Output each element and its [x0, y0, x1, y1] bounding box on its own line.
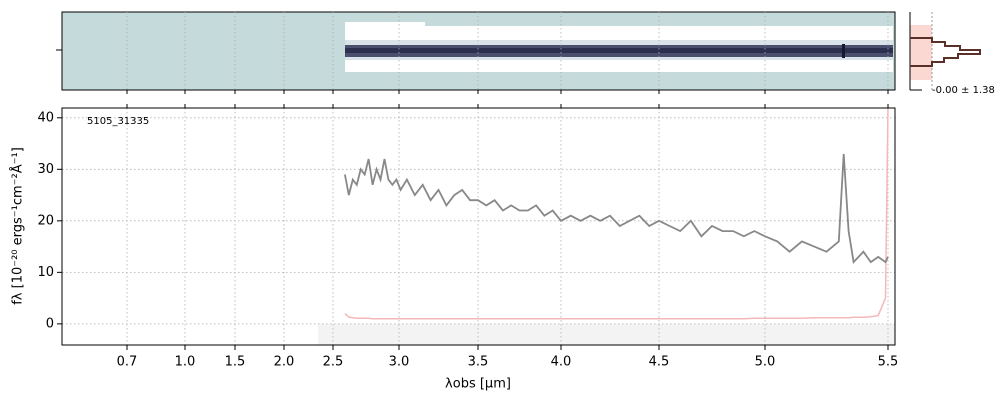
x-tick-label: 2.0 [274, 355, 295, 370]
y-tick-label: 30 [37, 162, 54, 177]
shade [318, 324, 895, 345]
y-tick-label: 40 [37, 110, 54, 125]
y-tick-label: 20 [37, 213, 54, 228]
x-tick-label: 4.5 [649, 355, 670, 370]
frame [61, 107, 896, 346]
x-tick-label: 3.0 [389, 355, 410, 370]
flux-line [344, 153, 889, 265]
x-tick-label: 1.5 [225, 355, 246, 370]
error-line [344, 107, 889, 320]
annotation: 5105_31335 [87, 116, 149, 127]
side-label: -0.00 ± 1.38 [932, 85, 995, 96]
y-axis-label: fλ [10⁻²⁰ ergs⁻¹cm⁻²Å⁻¹] [10, 147, 26, 305]
spectrum-2d [56, 11, 896, 91]
y-tick-label: 0 [46, 316, 54, 331]
x-tick-label: 5.0 [755, 355, 776, 370]
x-tick-label: 5.5 [878, 355, 899, 370]
x-tick-label: 2.5 [323, 355, 344, 370]
x-tick-label: 3.5 [468, 355, 489, 370]
side-profile: -0.00 ± 1.38 [909, 12, 995, 96]
x-tick-label: 4.0 [551, 355, 572, 370]
y-tick-label: 10 [37, 265, 54, 280]
x-tick-label: 1.0 [175, 355, 196, 370]
x-axis-label: λobs [µm] [445, 377, 511, 392]
x-tick-label: 0.7 [117, 355, 138, 370]
